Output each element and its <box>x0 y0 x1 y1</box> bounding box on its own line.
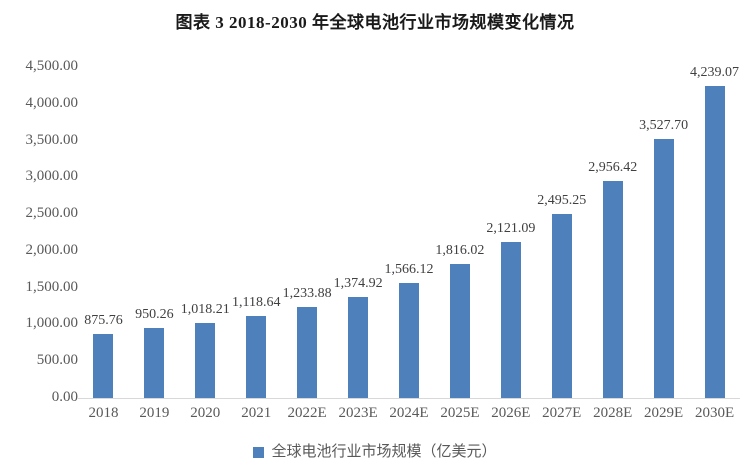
bar-value-label: 1,374.92 <box>333 275 383 291</box>
y-axis-tick-label: 0.00 <box>51 389 78 405</box>
bar-value-label: 2,495.25 <box>537 193 587 209</box>
bar <box>195 323 216 398</box>
legend: 全球电池行业市场规模（亿美元） <box>0 443 750 461</box>
bar <box>399 282 419 398</box>
y-axis-tick-label: 1,500.00 <box>25 278 79 295</box>
bar-value-label: 950.26 <box>135 307 174 323</box>
bar-value-label: 1,118.64 <box>231 294 281 310</box>
y-axis-tick-label: 2,500.00 <box>25 205 79 222</box>
y-axis-tick-label: 500.00 <box>36 352 78 369</box>
x-axis-tick-label: 2029E <box>644 405 684 421</box>
x-axis-tick-label: 2022E <box>287 405 327 421</box>
bar-value-label: 2,956.42 <box>588 159 638 175</box>
x-axis-tick-label: 2018 <box>88 405 119 421</box>
x-axis-tick-label: 2020 <box>190 405 221 421</box>
bar-value-label: 1,816.02 <box>435 243 485 259</box>
x-axis-tick-label: 2030E <box>694 405 735 421</box>
legend-marker-icon <box>253 446 265 458</box>
y-axis-tick-label: 3,500.00 <box>25 131 79 148</box>
bar <box>704 86 725 398</box>
bar <box>500 241 521 398</box>
x-axis-tick-label: 2019 <box>139 405 170 421</box>
x-axis-tick-label: 2025E <box>440 405 480 421</box>
bar-value-label: 3,527.70 <box>639 117 689 133</box>
bar-value-label: 875.76 <box>84 312 123 328</box>
bar-value-label: 4,239.07 <box>690 65 740 81</box>
bar <box>551 214 572 398</box>
bar <box>449 264 470 398</box>
chart-title: 图表 3 2018-2030 年全球电池行业市场规模变化情况 <box>175 13 575 32</box>
y-axis-tick-label: 2,000.00 <box>25 241 79 258</box>
bar-value-label: 2,121.09 <box>486 220 536 236</box>
x-axis-tick-label: 2027E <box>542 405 582 421</box>
y-axis-tick-label: 3,000.00 <box>25 168 79 185</box>
y-axis-tick-label: 1,000.00 <box>25 315 79 332</box>
bar <box>602 180 623 398</box>
y-axis-tick-label: 4,000.00 <box>25 94 79 111</box>
bar-value-label: 1,233.88 <box>282 286 332 302</box>
bar <box>297 307 318 398</box>
x-axis-tick-label: 2024E <box>389 405 429 421</box>
bar-value-label: 1,018.21 <box>180 302 230 318</box>
bar <box>348 296 369 398</box>
x-axis-tick-label: 2021 <box>241 405 272 421</box>
bar-value-label: 1,566.12 <box>384 261 434 277</box>
bar <box>93 333 114 398</box>
x-axis-tick-label: 2023E <box>338 405 378 421</box>
legend-label: 全球电池行业市场规模（亿美元） <box>271 444 497 460</box>
x-axis-line <box>78 398 740 399</box>
bar <box>653 138 674 398</box>
bar <box>144 328 165 398</box>
bar <box>246 315 267 398</box>
x-axis-tick-label: 2028E <box>593 405 633 421</box>
x-axis-tick-label: 2026E <box>491 405 531 421</box>
y-axis-tick-label: 4,500.00 <box>25 58 79 74</box>
